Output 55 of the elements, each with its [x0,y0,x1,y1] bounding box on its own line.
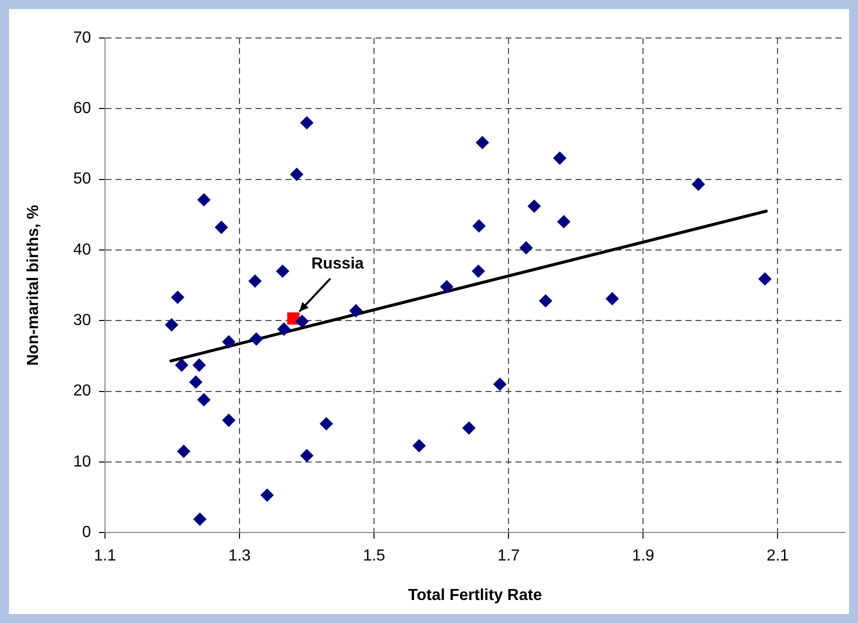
point [412,439,426,452]
point [320,417,333,430]
x-axis-title: Total Fertlity Rate [408,586,542,604]
point [222,335,236,348]
point [197,393,210,406]
point [197,193,210,206]
point [250,332,263,346]
point [214,220,228,234]
y-tick-label: 60 [73,100,92,118]
point [300,116,314,130]
point [300,449,314,462]
point [296,314,309,328]
point [349,304,362,318]
point [177,444,190,458]
point [520,241,533,254]
point [472,264,485,278]
x-tick-label: 1.3 [228,548,251,565]
x-tick-label: 1.7 [498,548,520,565]
point [539,294,552,308]
x-tick-label: 1.1 [94,548,116,565]
point [189,376,202,389]
y-tick-label: 10 [73,453,92,470]
point [440,280,454,294]
point [192,358,206,372]
point [277,322,290,336]
point [193,512,206,526]
point [758,272,772,286]
point [462,422,476,435]
x-tick-label: 2.1 [766,548,789,565]
point [175,358,188,372]
point [290,168,304,181]
point [472,219,486,232]
y-tick-label: 50 [73,170,92,188]
point [260,488,274,502]
point [171,290,184,304]
point [165,318,178,332]
y-tick-label: 0 [82,524,92,542]
point [476,136,489,150]
point [276,264,290,278]
y-tick-label: 70 [73,29,92,46]
y-tick-label: 40 [73,241,92,258]
point [528,200,541,213]
x-tick-label: 1.9 [632,548,654,565]
text: Russia [311,256,364,273]
point [222,414,236,427]
y-tick-label: 30 [73,312,92,330]
point [553,152,566,165]
point [692,178,705,191]
y-axis-title: Non-marital births, % [25,204,42,366]
point [606,292,619,306]
x-tick-label: 1.5 [362,548,386,565]
point [493,378,506,391]
y-tick-label: 20 [73,382,92,400]
point [557,215,570,228]
point [248,274,262,288]
